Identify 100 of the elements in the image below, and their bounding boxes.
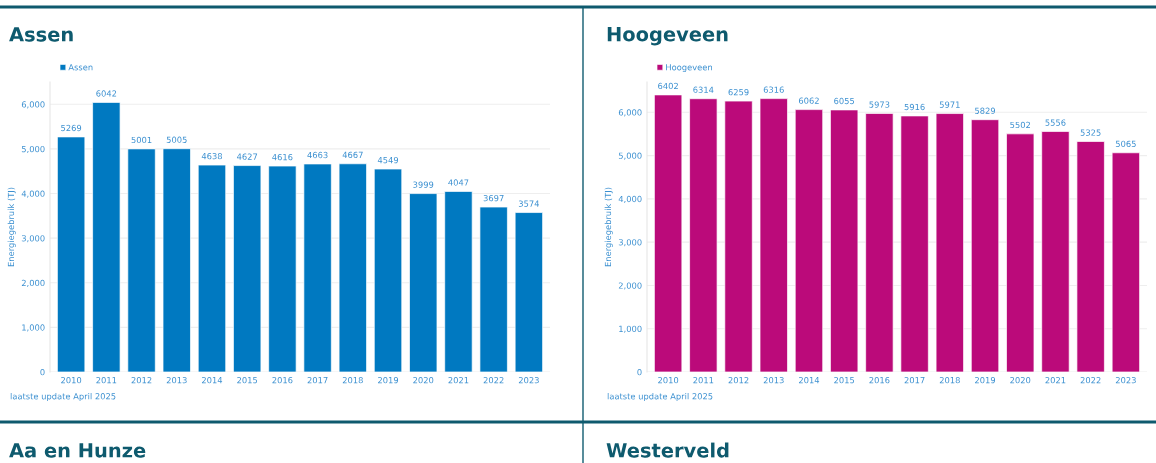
x-tick-label: 2018	[342, 377, 363, 384]
data-label: 5971	[939, 101, 960, 108]
bar	[409, 193, 438, 372]
bar	[373, 168, 403, 372]
y-tick-label: 0	[637, 368, 642, 376]
bar	[689, 98, 718, 372]
bar	[1111, 152, 1140, 372]
bar	[479, 206, 508, 372]
bar	[970, 119, 1000, 372]
x-tick-label: 2011	[96, 377, 117, 384]
data-label: 3697	[483, 194, 504, 202]
x-tick-label: 2016	[869, 377, 890, 384]
bar	[1006, 133, 1035, 372]
data-label: 3999	[413, 181, 434, 188]
bar	[1041, 131, 1070, 372]
text: Aa en Hunze	[9, 443, 146, 458]
bar	[92, 102, 121, 372]
x-tick-label: 2010	[658, 377, 679, 384]
x-tick-label: 2015	[834, 377, 855, 384]
data-label: 5001	[131, 136, 152, 144]
x-tick-label: 2021	[448, 377, 469, 384]
y-tick-label: 1,000	[619, 325, 642, 333]
bar	[127, 148, 156, 372]
bar	[233, 165, 262, 372]
y-tick-label: 4,000	[618, 195, 642, 203]
y-tick-label: 5,000	[21, 145, 45, 154]
y-tick-label: 3,000	[21, 235, 45, 243]
chart-title: Hoogeveen	[607, 27, 728, 46]
x-tick-label: 2014	[201, 377, 223, 384]
x-tick-label: 2020	[1010, 377, 1031, 384]
bar	[268, 165, 297, 372]
bar	[303, 163, 332, 372]
bar	[514, 212, 543, 372]
x-tick-label: 2016	[272, 377, 293, 384]
x-tick-label: 2011	[693, 377, 714, 384]
x-tick-label: 2017	[307, 377, 328, 384]
legend-label: Hoogeveen	[666, 64, 712, 72]
data-label: 3574	[518, 200, 540, 207]
bar	[162, 148, 191, 372]
bar	[935, 113, 964, 372]
data-label: 5502	[1010, 121, 1031, 129]
x-tick-label: 2015	[237, 377, 258, 384]
data-label: 6055	[834, 97, 855, 105]
data-label: 5005	[166, 136, 187, 143]
x-tick-label: 2012	[131, 377, 152, 384]
bar	[1076, 141, 1105, 372]
x-tick-label: 2022	[483, 377, 504, 384]
text: laatste update April 2025	[607, 392, 713, 402]
x-tick-label: 2018	[939, 377, 960, 384]
data-label: 4549	[377, 156, 399, 164]
y-tick-label: 2,000	[21, 279, 45, 287]
y-tick-label: 6,000	[618, 109, 642, 117]
x-tick-label: 2019	[975, 377, 996, 384]
data-label: 6062	[798, 97, 819, 104]
data-label: 5829	[975, 107, 996, 114]
data-label: 6314	[693, 86, 714, 93]
x-tick-label: 2017	[904, 377, 925, 384]
bar	[57, 136, 86, 372]
y-tick-label: 5,000	[618, 152, 642, 160]
bar	[444, 191, 473, 372]
bar	[900, 115, 929, 372]
data-label: 4638	[201, 152, 223, 160]
data-label: 4047	[448, 179, 469, 186]
x-tick-label: 2012	[728, 377, 749, 384]
data-label: 6316	[763, 86, 784, 93]
bar	[724, 100, 753, 372]
data-label: 4627	[236, 153, 258, 160]
text: laatste update April 2025	[10, 392, 116, 402]
bar	[794, 109, 824, 372]
y-tick-label: 2,000	[618, 282, 642, 290]
data-label: 6259	[728, 89, 749, 96]
bar	[197, 164, 227, 372]
data-label: 4616	[272, 153, 293, 161]
bar	[654, 94, 683, 372]
y-tick-label: 6,000	[21, 101, 45, 109]
bar	[759, 98, 788, 372]
x-tick-label: 2021	[1045, 377, 1066, 384]
x-tick-label: 2020	[413, 377, 434, 384]
y-axis-title: Energiegebruik (TJ)	[604, 187, 613, 267]
chart-title: Assen	[9, 27, 73, 42]
bar	[865, 113, 894, 372]
data-label: 5973	[869, 101, 890, 108]
x-tick-label: 2023	[518, 377, 539, 384]
y-tick-label: 0	[40, 368, 45, 376]
data-label: 6042	[96, 90, 117, 97]
data-label: 5065	[1115, 140, 1136, 147]
data-label: 4667	[342, 151, 363, 158]
x-tick-label: 2013	[166, 377, 187, 384]
x-tick-label: 2022	[1080, 377, 1101, 384]
data-label: 5325	[1080, 129, 1101, 136]
data-label: 5269	[61, 124, 82, 132]
data-label: 5916	[904, 103, 925, 111]
y-tick-label: 1,000	[22, 324, 45, 332]
text: Westerveld	[606, 442, 729, 458]
bar	[830, 109, 859, 372]
x-tick-label: 2014	[798, 377, 820, 384]
x-tick-label: 2023	[1115, 377, 1136, 384]
data-label: 4663	[307, 151, 328, 159]
y-axis-title: Energiegebruik (TJ)	[7, 187, 16, 267]
data-label: 5556	[1045, 119, 1066, 126]
